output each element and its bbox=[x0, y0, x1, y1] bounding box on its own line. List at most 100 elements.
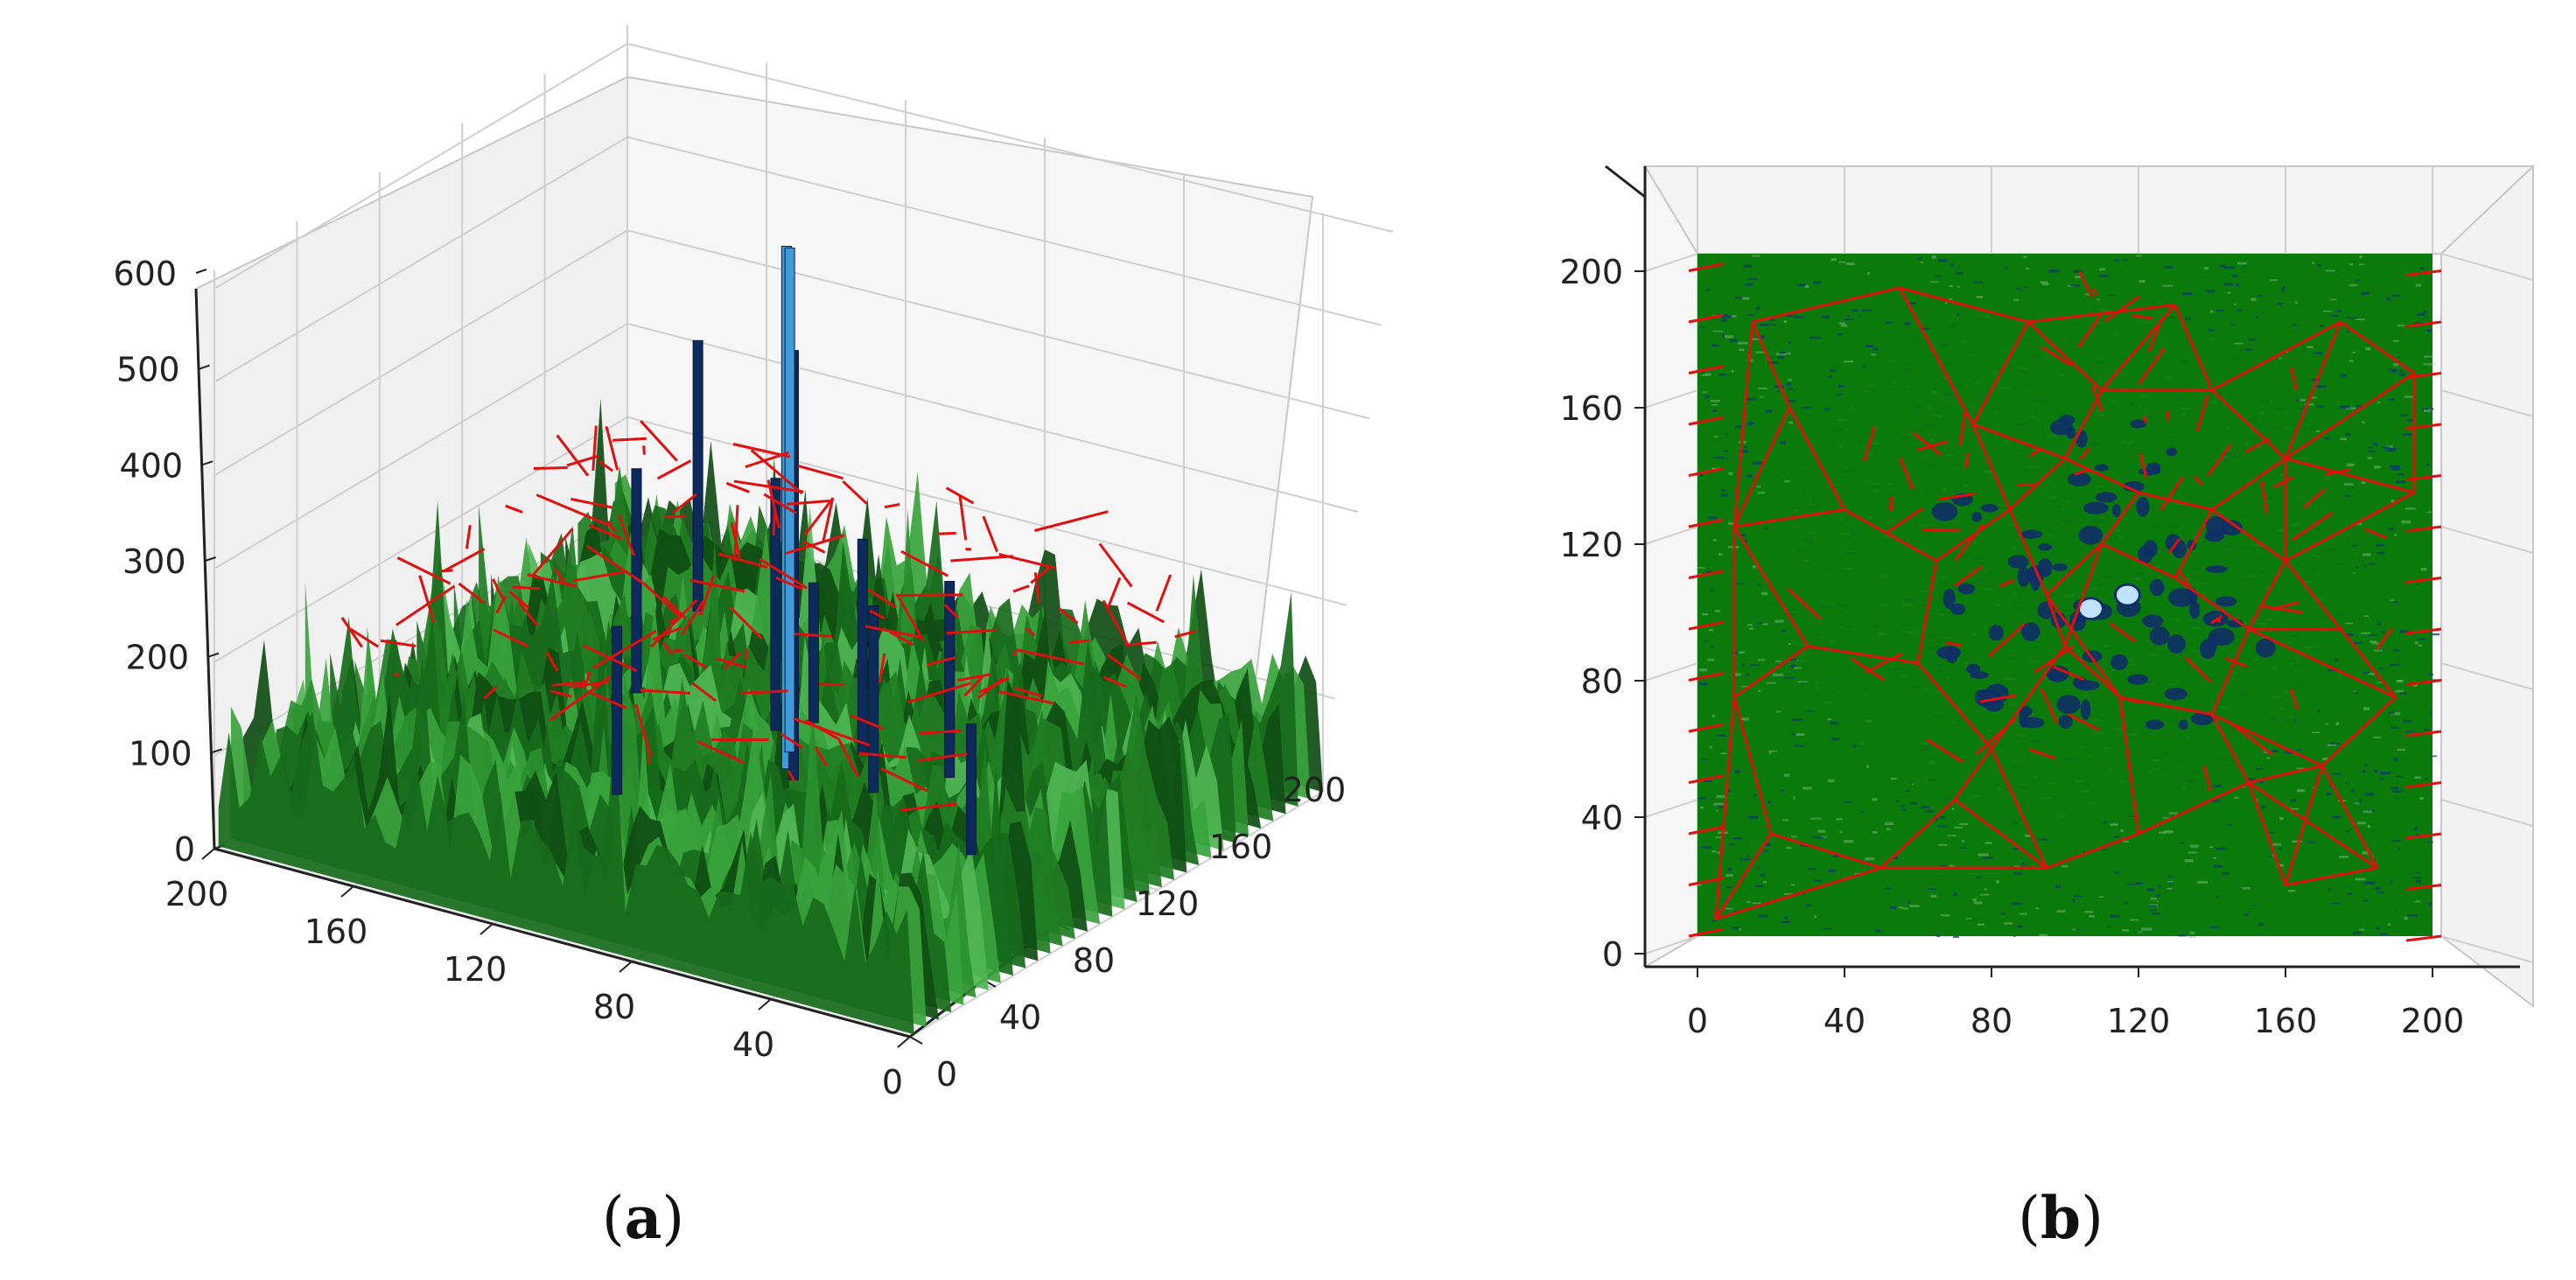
network-edge bbox=[1715, 866, 1882, 920]
network-edge bbox=[2045, 542, 2104, 597]
texture-fleck bbox=[2389, 447, 2397, 451]
texture-fleck bbox=[2373, 443, 2378, 446]
network-edge bbox=[2247, 781, 2287, 886]
network-edge bbox=[2210, 388, 2287, 460]
depression-patch bbox=[2168, 587, 2194, 607]
texture-fleck bbox=[2339, 856, 2348, 858]
network-edge bbox=[1899, 457, 1914, 490]
texture-fleck bbox=[1796, 733, 1805, 736]
network-edge bbox=[1012, 584, 1030, 593]
network-edge bbox=[696, 739, 745, 765]
texture-fleck bbox=[1786, 382, 1792, 386]
texture-fleck bbox=[1908, 302, 1917, 304]
texture-fleck bbox=[1873, 347, 1879, 351]
texture-fleck bbox=[2344, 622, 2353, 625]
network-edge bbox=[1714, 833, 1773, 920]
texture-fleck bbox=[2425, 778, 2428, 780]
network-edge bbox=[822, 497, 835, 542]
texture-fleck bbox=[1710, 589, 1714, 591]
texture-fleck bbox=[2420, 267, 2425, 270]
texture-fleck bbox=[2156, 900, 2159, 902]
x-tick bbox=[897, 1036, 911, 1048]
texture-fleck bbox=[2306, 346, 2314, 349]
y-tick-label: 0 bbox=[936, 1055, 957, 1094]
texture-fleck bbox=[2330, 298, 2337, 301]
texture-fleck bbox=[2353, 641, 2362, 644]
texture-fleck bbox=[2084, 293, 2090, 296]
texture-fleck bbox=[2362, 553, 2371, 556]
texture-fleck bbox=[1710, 646, 1714, 648]
network-edge bbox=[1990, 645, 2067, 750]
x-tick-label: 120 bbox=[444, 950, 508, 989]
network-edge bbox=[740, 689, 788, 695]
network-edge bbox=[634, 703, 652, 755]
network-edge bbox=[648, 752, 652, 764]
texture-fleck bbox=[1756, 486, 1761, 488]
texture-fleck bbox=[2021, 863, 2026, 865]
network-edge bbox=[1865, 652, 1903, 674]
texture-fleck bbox=[2401, 520, 2412, 524]
network-edge bbox=[586, 544, 645, 584]
texture-fleck bbox=[2376, 402, 2381, 403]
texture-fleck bbox=[2124, 902, 2128, 905]
texture-fleck bbox=[1788, 399, 1796, 402]
texture-fleck bbox=[1721, 493, 1728, 497]
texture-fleck bbox=[1827, 717, 1831, 721]
texture-fleck bbox=[2343, 633, 2354, 636]
network-edge bbox=[396, 556, 452, 585]
network-edge bbox=[440, 569, 453, 573]
texture-fleck bbox=[1845, 262, 1855, 266]
network-edge bbox=[2273, 475, 2294, 488]
x-tick-label-b: 40 bbox=[1824, 1002, 1866, 1040]
y-tick-label: 200 bbox=[1283, 771, 1347, 809]
texture-fleck bbox=[1947, 835, 1956, 836]
y-tick-label-b: 120 bbox=[1559, 526, 1623, 564]
depression-patch bbox=[2130, 419, 2146, 429]
texture-fleck bbox=[1748, 423, 1752, 426]
texture-fleck bbox=[1698, 682, 1708, 685]
network-edge bbox=[2166, 410, 2170, 421]
texture-fleck bbox=[1739, 928, 1741, 931]
network-edge bbox=[1990, 747, 2048, 869]
texture-fleck bbox=[2414, 900, 2421, 903]
network-edge bbox=[2067, 712, 2100, 731]
texture-fleck bbox=[2364, 881, 2375, 885]
texture-fleck bbox=[2295, 301, 2298, 304]
texture-fleck bbox=[2351, 572, 2356, 574]
network-edge bbox=[819, 682, 845, 687]
texture-fleck bbox=[1755, 306, 1761, 311]
texture-fleck bbox=[2168, 812, 2178, 815]
x-tick bbox=[201, 848, 215, 860]
peak-bar bbox=[784, 248, 795, 752]
texture-fleck bbox=[2416, 880, 2421, 884]
network-edge bbox=[2291, 511, 2334, 542]
grid-line-right bbox=[2440, 389, 2534, 417]
texture-fleck bbox=[1836, 818, 1843, 821]
texture-fleck bbox=[2250, 297, 2257, 301]
network-stub bbox=[2405, 372, 2442, 379]
texture-fleck bbox=[1978, 923, 1985, 926]
texture-fleck bbox=[1949, 298, 1953, 301]
texture-fleck bbox=[2388, 527, 2395, 531]
texture-fleck bbox=[2114, 259, 2119, 262]
network-edge bbox=[2138, 491, 2213, 511]
depression-patch bbox=[2204, 529, 2225, 542]
texture-fleck bbox=[2054, 885, 2062, 889]
depression-patch bbox=[2058, 415, 2076, 426]
texture-fleck bbox=[1788, 388, 1794, 390]
texture-fleck bbox=[1872, 798, 1878, 801]
texture-fleck bbox=[2210, 926, 2219, 929]
texture-fleck bbox=[1704, 395, 1710, 398]
texture-fleck bbox=[2188, 935, 2196, 939]
texture-fleck bbox=[2148, 905, 2158, 907]
texture-fleck bbox=[1746, 474, 1754, 478]
texture-fleck bbox=[2374, 770, 2378, 773]
texture-fleck bbox=[2099, 275, 2109, 277]
x-tick-label: 200 bbox=[165, 875, 229, 913]
network-edge bbox=[533, 466, 568, 471]
texture-fleck bbox=[1784, 480, 1794, 483]
texture-fleck bbox=[1726, 907, 1733, 910]
texture-fleck bbox=[1794, 315, 1804, 318]
texture-fleck bbox=[1906, 789, 1910, 792]
